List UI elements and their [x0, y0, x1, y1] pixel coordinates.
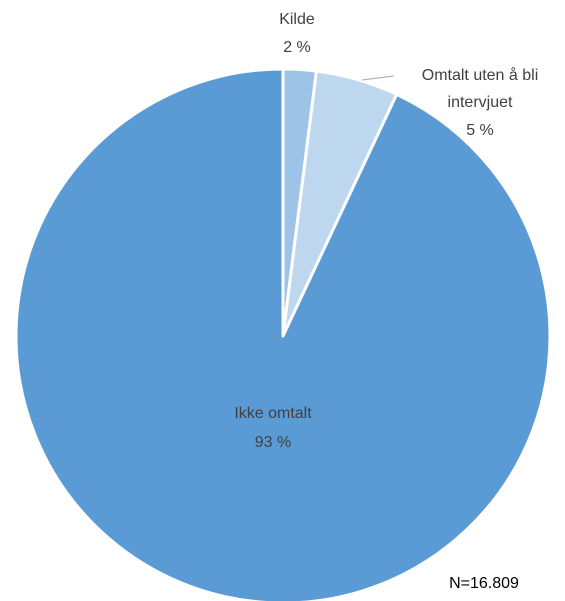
leader-line-omtalt [361, 75, 395, 81]
slice-label-omtalt-value: 5 % [466, 122, 494, 139]
slice-label-ikke-name: Ikke omtalt [234, 405, 312, 422]
slice-label-omtalt-name-line1: Omtalt uten å bli [422, 66, 539, 84]
pie-slice-ikke-omtalt [14, 67, 552, 601]
slice-label-kilde-value: 2 % [283, 39, 311, 56]
slice-label-ikke-value: 93 % [255, 434, 291, 451]
slice-label-kilde-name: Kilde [279, 11, 315, 28]
pie-slices [14, 67, 552, 601]
slice-label-omtalt-name-line2: intervjuet [448, 94, 513, 111]
sample-size-note: N=16.809 [449, 575, 519, 592]
